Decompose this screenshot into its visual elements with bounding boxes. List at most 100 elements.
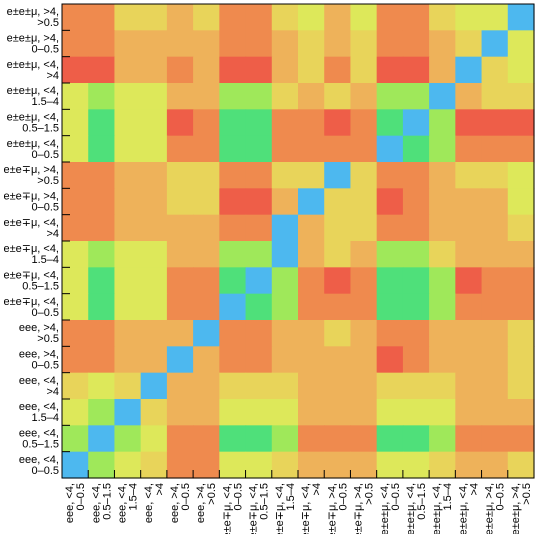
heatmap-cell	[507, 83, 535, 110]
heatmap-cell	[429, 135, 456, 163]
heatmap-cell	[166, 425, 194, 453]
heatmap-cell	[88, 30, 116, 58]
heatmap-cell	[88, 399, 116, 426]
heatmap-cell	[376, 4, 404, 31]
heatmap-cell	[62, 162, 89, 189]
heatmap-cell	[481, 83, 509, 110]
heatmap-cell	[271, 56, 299, 84]
heatmap-cell	[166, 214, 194, 242]
heatmap-cell	[350, 109, 378, 137]
heatmap-cell	[455, 267, 483, 295]
heatmap-cell	[402, 109, 430, 137]
heatmap-cell	[219, 346, 247, 374]
heatmap-cell	[376, 320, 404, 347]
heatmap-cell	[219, 241, 247, 268]
heatmap-cell	[62, 346, 89, 374]
heatmap-cell	[166, 293, 194, 321]
heatmap-cell	[429, 320, 456, 347]
heatmap-cell	[219, 214, 247, 242]
x-tick-label: eee, <4,1.5–4	[117, 483, 140, 523]
heatmap-cell	[166, 267, 194, 295]
heatmap-cell	[193, 320, 220, 347]
heatmap-cell	[140, 267, 168, 295]
heatmap-cell	[271, 4, 299, 31]
heatmap-cell	[298, 214, 325, 242]
heatmap-cell	[245, 451, 273, 479]
heatmap-cell	[481, 162, 509, 189]
heatmap-cell	[166, 372, 194, 400]
heatmap-cell	[507, 346, 535, 374]
heatmap-cell	[455, 293, 483, 321]
heatmap-cell	[376, 83, 404, 110]
heatmap-cell	[88, 320, 116, 347]
heatmap-cell	[376, 30, 404, 58]
heatmap-cell	[429, 241, 456, 268]
heatmap-cell	[166, 56, 194, 84]
heatmap-cell	[166, 4, 194, 31]
heatmap-cell	[140, 188, 168, 216]
heatmap-cell	[245, 188, 273, 216]
heatmap-cell	[350, 293, 378, 321]
heatmap-cell	[324, 214, 352, 242]
heatmap-cell	[140, 214, 168, 242]
heatmap-cell	[271, 346, 299, 374]
heatmap-cell	[429, 372, 456, 400]
heatmap-cell	[402, 372, 430, 400]
heatmap-cell	[324, 451, 352, 479]
y-tick-label: eee, <4, 0–0.5	[19, 454, 59, 477]
x-tick-label: eee, <4,0.5–1.5	[90, 483, 113, 523]
heatmap-cell	[324, 320, 352, 347]
heatmap-cell	[507, 4, 535, 31]
heatmap-cell	[298, 372, 325, 400]
heatmap-cell	[245, 267, 273, 295]
heatmap-cell	[350, 56, 378, 84]
heatmap-cell	[324, 267, 352, 295]
heatmap-cell	[350, 188, 378, 216]
y-tick-label: e±e∓μ, <4, 1.5–4	[3, 243, 59, 266]
y-tick-label: e±e∓μ, <4, 0.5–1.5	[3, 270, 59, 293]
heatmap-cell	[298, 135, 325, 163]
heatmap-cell	[245, 30, 273, 58]
heatmap-cell	[350, 346, 378, 374]
heatmap-cell	[140, 83, 168, 110]
heatmap-cell	[481, 30, 509, 58]
heatmap-cell	[376, 267, 404, 295]
heatmap-cell	[507, 109, 535, 137]
heatmap-cell	[429, 4, 456, 31]
heatmap-cell	[114, 162, 142, 189]
y-tick-label: eee, <4, >4	[19, 375, 59, 398]
heatmap-cell	[62, 293, 89, 321]
heatmap-cell	[481, 241, 509, 268]
x-tick-label: eee, >4,>0.5	[195, 483, 218, 523]
heatmap-cell	[219, 267, 247, 295]
heatmap-cell	[219, 56, 247, 84]
heatmap-cell	[455, 56, 483, 84]
heatmap-cell	[88, 293, 116, 321]
heatmap-cell	[350, 399, 378, 426]
heatmap-cell	[193, 162, 220, 189]
heatmap-cell	[507, 188, 535, 216]
heatmap-cell	[455, 372, 483, 400]
heatmap-cell	[298, 293, 325, 321]
heatmap-cell	[324, 241, 352, 268]
heatmap-cell	[324, 4, 352, 31]
heatmap-cell	[219, 451, 247, 479]
heatmap-cell	[507, 135, 535, 163]
heatmap-cell	[481, 109, 509, 137]
heatmap-cell	[271, 320, 299, 347]
heatmap-cell	[429, 346, 456, 374]
heatmap-cell	[455, 346, 483, 374]
heatmap-cell	[271, 293, 299, 321]
y-tick-label: e±e±μ, <4, >4	[7, 59, 59, 82]
heatmap-cell	[271, 109, 299, 137]
heatmap-cell	[88, 425, 116, 453]
heatmap-cell	[376, 241, 404, 268]
heatmap-cell	[219, 372, 247, 400]
heatmap-cell	[298, 267, 325, 295]
heatmap-cell	[219, 109, 247, 137]
y-tick-label: e±e∓μ, >4, >0.5	[3, 164, 59, 187]
heatmap-cell	[324, 56, 352, 84]
heatmap-cell	[402, 346, 430, 374]
heatmap-cell	[481, 188, 509, 216]
